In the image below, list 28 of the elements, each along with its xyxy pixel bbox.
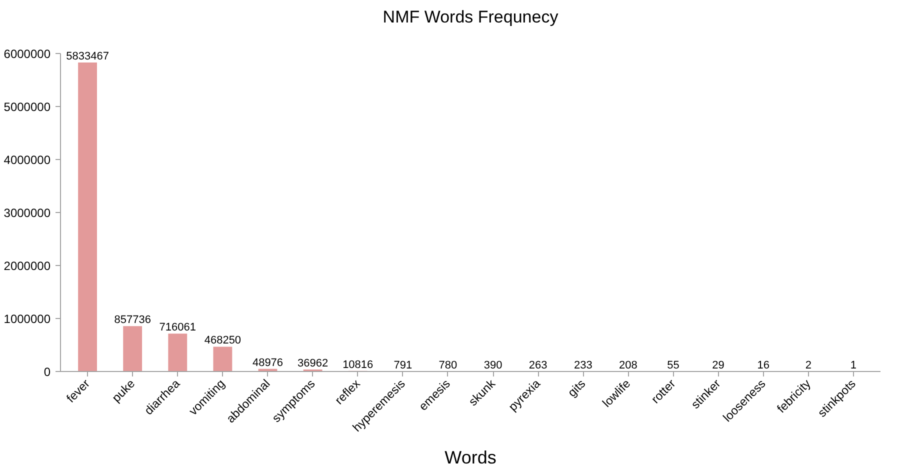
data-label: 716061 <box>159 322 196 334</box>
x-axis-title: Words <box>444 447 496 468</box>
y-tick-label: 4000000 <box>4 153 51 168</box>
data-label: 780 <box>438 359 458 372</box>
data-label: 5833467 <box>66 50 109 63</box>
data-label: 29 <box>712 360 724 372</box>
data-label: 36962 <box>298 358 328 370</box>
data-label: 263 <box>528 359 548 372</box>
data-label: 55 <box>667 359 680 372</box>
data-label: 390 <box>484 359 502 372</box>
y-tick-label: 1000000 <box>4 312 51 326</box>
data-label: 233 <box>574 359 592 372</box>
data-label: 791 <box>394 359 412 372</box>
y-tick-label: 3000000 <box>4 206 51 220</box>
data-label: 857736 <box>114 314 151 326</box>
data-label: 16 <box>757 360 770 372</box>
data-label: 208 <box>619 359 638 372</box>
x-tick-label: gits <box>564 376 588 400</box>
y-tick-label: 0 <box>44 365 51 379</box>
chart-title: NMF Words Frequnecy <box>382 8 559 26</box>
y-tick-label: 5000000 <box>4 100 51 114</box>
data-label: 468250 <box>204 334 242 347</box>
data-label: 48976 <box>252 356 284 369</box>
y-tick-label: 2000000 <box>4 259 51 274</box>
data-label: 10816 <box>342 358 374 371</box>
data-label: 2 <box>805 360 812 372</box>
y-tick-label: 6000000 <box>4 47 51 62</box>
data-label: 1 <box>850 360 857 372</box>
